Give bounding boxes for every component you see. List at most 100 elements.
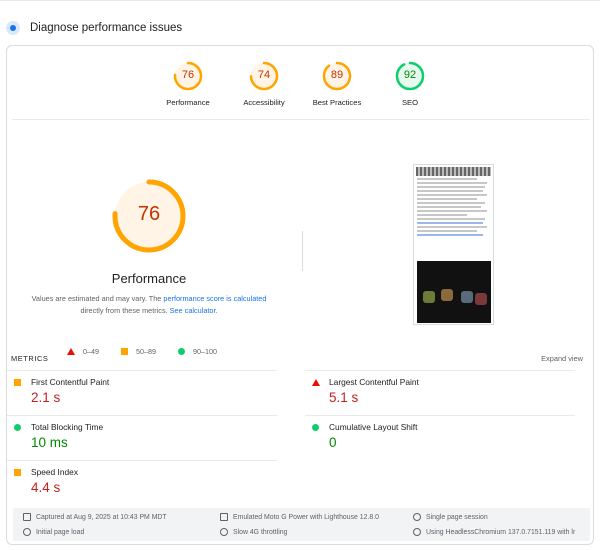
performance-title: Performance xyxy=(111,271,187,286)
calendar-icon xyxy=(23,513,31,521)
thumbnail-line xyxy=(417,206,481,208)
legend-label: 90–100 xyxy=(193,347,217,356)
divider xyxy=(305,370,575,371)
metric-value: 2.1 s xyxy=(31,390,61,405)
browser-icon xyxy=(413,528,421,536)
thumbnail-image xyxy=(417,261,491,323)
thumbnail-line xyxy=(417,210,487,212)
gauge-score: 92 xyxy=(403,69,417,81)
legend-label: 0–49 xyxy=(83,347,99,356)
gauge-score: 74 xyxy=(257,69,271,81)
footer-text: Initial page load xyxy=(36,528,85,536)
divider xyxy=(7,460,277,461)
divider xyxy=(7,370,277,371)
vertical-divider xyxy=(302,231,303,271)
performance-summary: 76 Performance Values are estimated and … xyxy=(7,166,595,366)
metric-value: 0 xyxy=(329,435,337,450)
page-screenshot-thumbnail[interactable] xyxy=(413,164,494,325)
legend-label: 50–89 xyxy=(136,347,156,356)
thumbnail-line xyxy=(417,190,483,192)
score-legend: 0–49 50–89 90–100 xyxy=(67,347,217,356)
load-info: Initial page load xyxy=(23,528,84,536)
thumbnail-line xyxy=(417,234,483,236)
performance-score: 76 xyxy=(137,203,161,225)
thumbnail-line xyxy=(417,202,485,204)
thumbnail-line xyxy=(417,214,467,216)
gauge-best-practices[interactable]: 89 Best Practices xyxy=(292,60,382,107)
footer-text: Single page session xyxy=(426,513,488,521)
sprite xyxy=(441,289,453,301)
pass-circle-icon xyxy=(14,424,21,431)
circle-icon xyxy=(178,348,185,355)
gauge-seo[interactable]: 92 SEO xyxy=(365,60,455,107)
square-icon xyxy=(121,348,128,355)
people-icon xyxy=(413,513,421,521)
metric-name: Largest Contentful Paint xyxy=(329,377,419,387)
footer-text: Slow 4G throttling xyxy=(233,528,288,536)
average-square-icon xyxy=(14,469,21,476)
footer-text: Using HeadlessChromium 137.0.7151.119 wi… xyxy=(426,528,576,536)
see-calculator-link[interactable]: See calculator. xyxy=(169,306,218,315)
thumbnail-line xyxy=(417,222,483,224)
triangle-icon xyxy=(67,348,75,355)
fail-triangle-icon xyxy=(312,379,320,386)
thumbnail-line xyxy=(417,194,487,196)
section-title: Diagnose performance issues xyxy=(30,22,183,34)
performance-big-gauge xyxy=(112,179,186,253)
thumbnail-line xyxy=(417,218,485,220)
legend-fail: 0–49 xyxy=(67,347,99,356)
thumbnail-header xyxy=(416,167,491,176)
metric-value: 4.4 s xyxy=(31,480,61,495)
captured-info: Captured at Aug 9, 2025 at 10:43 PM MDT xyxy=(23,513,167,521)
wifi-icon xyxy=(220,528,228,536)
expand-view-button[interactable]: Expand view xyxy=(541,354,583,363)
gauge-label: Best Practices xyxy=(312,98,362,107)
divider xyxy=(7,415,277,416)
metrics-heading: METRICS xyxy=(11,354,49,363)
note-text: Values are estimated and may vary. The xyxy=(31,294,164,303)
gauge-score: 89 xyxy=(330,69,344,81)
metric-name: Cumulative Layout Shift xyxy=(329,422,418,432)
gauge-label: Accessibility xyxy=(243,98,285,107)
score-gauges: 76 Performance 74 Accessibility 89 Best … xyxy=(7,60,595,120)
thumbnail-line xyxy=(417,226,487,228)
metric-value: 10 ms xyxy=(31,435,68,450)
footer-text: Emulated Moto G Power with Lighthouse 12… xyxy=(233,513,379,521)
thumbnail-line xyxy=(417,230,477,232)
thumbnail-line xyxy=(417,182,487,184)
gauge-label: SEO xyxy=(401,98,419,107)
sprite xyxy=(423,291,435,303)
metric-name: First Contentful Paint xyxy=(31,377,110,387)
gauge-performance[interactable]: 76 Performance xyxy=(143,60,233,107)
gauge-score: 76 xyxy=(181,69,195,81)
device-icon xyxy=(220,513,228,521)
device-info: Emulated Moto G Power with Lighthouse 12… xyxy=(220,513,379,521)
score-calc-link[interactable]: performance score is calculated xyxy=(163,294,267,303)
divider xyxy=(305,415,575,416)
metric-name: Total Blocking Time xyxy=(31,422,104,432)
average-square-icon xyxy=(14,379,21,386)
legend-pass: 90–100 xyxy=(178,347,217,356)
thumbnail-line xyxy=(417,186,485,188)
section-header[interactable]: Diagnose performance issues xyxy=(6,18,182,38)
top-divider xyxy=(0,0,600,1)
divider xyxy=(12,119,590,120)
pass-circle-icon xyxy=(312,424,319,431)
thumbnail-line xyxy=(417,178,477,180)
gauge-accessibility[interactable]: 74 Accessibility xyxy=(219,60,309,107)
sprite xyxy=(461,291,473,303)
sprite xyxy=(475,293,487,305)
runtime-settings-footer: Captured at Aug 9, 2025 at 10:43 PM MDT … xyxy=(13,508,590,541)
browser-info: Using HeadlessChromium 137.0.7151.119 wi… xyxy=(413,528,575,536)
lighthouse-indicator-icon xyxy=(6,21,20,35)
score-note: Values are estimated and may vary. The p… xyxy=(27,293,271,317)
report-card: 76 Performance 74 Accessibility 89 Best … xyxy=(6,45,594,545)
metric-name: Speed Index xyxy=(31,467,79,477)
throttle-info: Slow 4G throttling xyxy=(220,528,287,536)
legend-average: 50–89 xyxy=(121,347,156,356)
note-text: directly from these metrics. xyxy=(80,306,170,315)
gauge-label: Performance xyxy=(166,98,210,107)
thumbnail-line xyxy=(417,198,477,200)
metric-value: 5.1 s xyxy=(329,390,359,405)
session-info: Single page session xyxy=(413,513,488,521)
